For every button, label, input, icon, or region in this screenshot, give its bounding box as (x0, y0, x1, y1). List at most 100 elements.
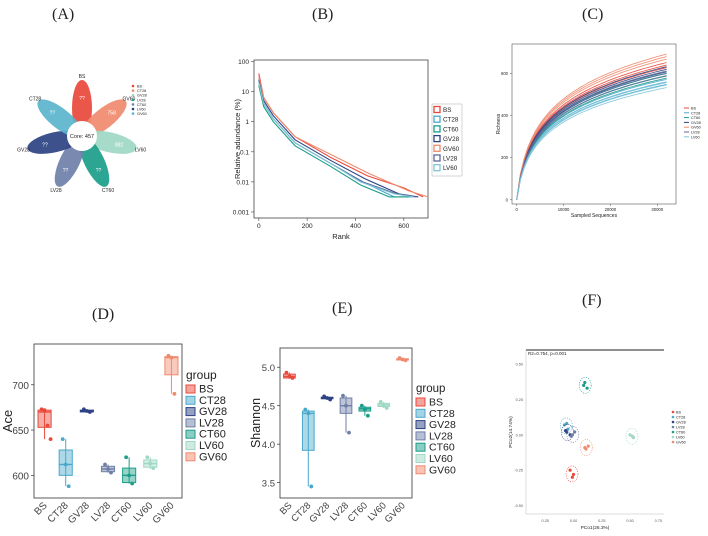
legend-label-e: LV28 (429, 430, 453, 442)
box-bs (37, 407, 53, 442)
y-axis-label-d: Ace (0, 410, 15, 432)
legend-key-d (185, 441, 196, 450)
legend-key-f (671, 430, 675, 434)
petal-value: ?? (79, 96, 85, 102)
box-point (84, 409, 89, 413)
y-tick-label-f: -0.50 (514, 504, 523, 508)
legend-label-d: LV60 (199, 440, 224, 452)
plot-frame-b (253, 59, 429, 219)
x-axis-label-c: Sampled Sequences (571, 213, 618, 219)
box-point (42, 408, 47, 413)
legend-key-b (433, 164, 441, 172)
petal-label: CT28 (29, 97, 41, 103)
box-gv60 (164, 353, 179, 396)
x-tick-label-f: 0.00 (570, 519, 577, 523)
box-point (397, 356, 402, 360)
panel-label-b: (B) (312, 6, 334, 23)
flower-legend-label: BS (137, 85, 143, 89)
y-tick-label-b: 10 (242, 89, 250, 96)
box-point (325, 396, 330, 400)
pcoa-group-gv60 (580, 439, 593, 456)
legend-label-c: LV28 (691, 131, 700, 135)
y-tick-label-b: 0.1 (240, 149, 249, 156)
petal-label: BS (79, 74, 86, 80)
legend-title-d: group (186, 368, 217, 382)
box-point (130, 481, 135, 486)
box-point (63, 462, 68, 467)
y-tick-label-b: 0.001 (233, 209, 250, 216)
x-tick-label-d: GV60 (151, 500, 177, 526)
flower-legend-key (131, 112, 135, 115)
rarefaction-curve-gv60 (516, 56, 667, 200)
legend-label-f: GV60 (676, 441, 686, 445)
pcoa-group-bs (565, 465, 579, 483)
legend-key-b (433, 125, 441, 133)
x-tick-label-d: CT60 (109, 500, 134, 525)
rarefaction-curve-gv28 (516, 66, 667, 200)
x-tick-label-b: 600 (398, 223, 409, 230)
box-point (365, 413, 370, 418)
petal-label: GV28 (17, 147, 30, 153)
panel-label-d: (D) (92, 306, 115, 323)
box-lv60 (377, 399, 391, 410)
legend-label-b: BS (443, 107, 451, 114)
legend-label-b: CT28 (443, 117, 459, 124)
legend-label-c: GV60 (691, 126, 701, 130)
petal-label: CT60 (102, 188, 114, 194)
petal-value: ?? (96, 168, 102, 174)
legend-key-d (185, 395, 196, 405)
petal-value: ?? (42, 142, 48, 148)
legend-label-e: GV60 (429, 464, 456, 476)
petal-label: LV60 (135, 147, 147, 153)
legend-label-d: CT28 (199, 395, 226, 407)
box-point (403, 358, 408, 363)
legend-label-e: BS (429, 397, 443, 409)
y-tick-label-d: 650 (12, 426, 29, 437)
rank-line-ct60 (258, 85, 409, 198)
x-tick-label-c: 10000 (558, 207, 570, 212)
plot-frame-c (511, 43, 677, 205)
panel-label-c: (C) (582, 6, 604, 23)
box-point (381, 403, 386, 408)
legend-key-e (415, 420, 426, 430)
box-point (384, 406, 389, 410)
rank-line-lv60 (258, 82, 414, 198)
box-point (359, 403, 364, 408)
rarefaction-curve-lv60 (516, 82, 667, 200)
y-tick-label-c: 600 (501, 71, 509, 76)
x-tick-label-d: GV28 (66, 500, 92, 526)
box-point (106, 467, 110, 471)
plot-frame-d (33, 343, 183, 499)
legend-key-b (433, 134, 441, 143)
box-lv60 (143, 455, 158, 471)
legend-label-f: LV28 (676, 426, 685, 430)
petal-label: GV60 (122, 97, 135, 103)
petal-label: LV28 (50, 188, 62, 194)
box-point (309, 484, 314, 489)
legend-label-f: BS (676, 411, 682, 415)
pcoa-point (631, 436, 636, 440)
box-point (124, 455, 129, 460)
legend-label-c: CT60 (691, 116, 700, 120)
y-tick-label-b: 100 (238, 59, 249, 66)
y-tick-label-e: 4.0 (262, 440, 275, 451)
box-point (145, 455, 150, 460)
box-point (66, 484, 71, 489)
legend-key-f (671, 425, 675, 429)
box-point (303, 407, 308, 412)
x-tick-label-d: CT28 (46, 500, 71, 525)
x-tick-label-d: LV28 (89, 500, 113, 524)
legend-key-e (415, 442, 426, 452)
rarefaction-curve-lv28 (516, 75, 667, 200)
petal-value: ?? (63, 168, 69, 174)
box-point (127, 473, 132, 478)
x-tick-label-c: 30000 (651, 207, 663, 212)
y-axis-label-c: Richness (496, 113, 502, 134)
y-tick-label-e: 5.0 (262, 363, 275, 374)
y-tick-label-e: 3.5 (262, 479, 275, 490)
x-tick-label-c: 0 (516, 207, 519, 212)
x-tick-label-b: 400 (350, 223, 361, 230)
legend-key-d (185, 429, 196, 439)
pcoa-point (628, 433, 632, 437)
x-tick-label-f: 0.50 (626, 519, 633, 523)
